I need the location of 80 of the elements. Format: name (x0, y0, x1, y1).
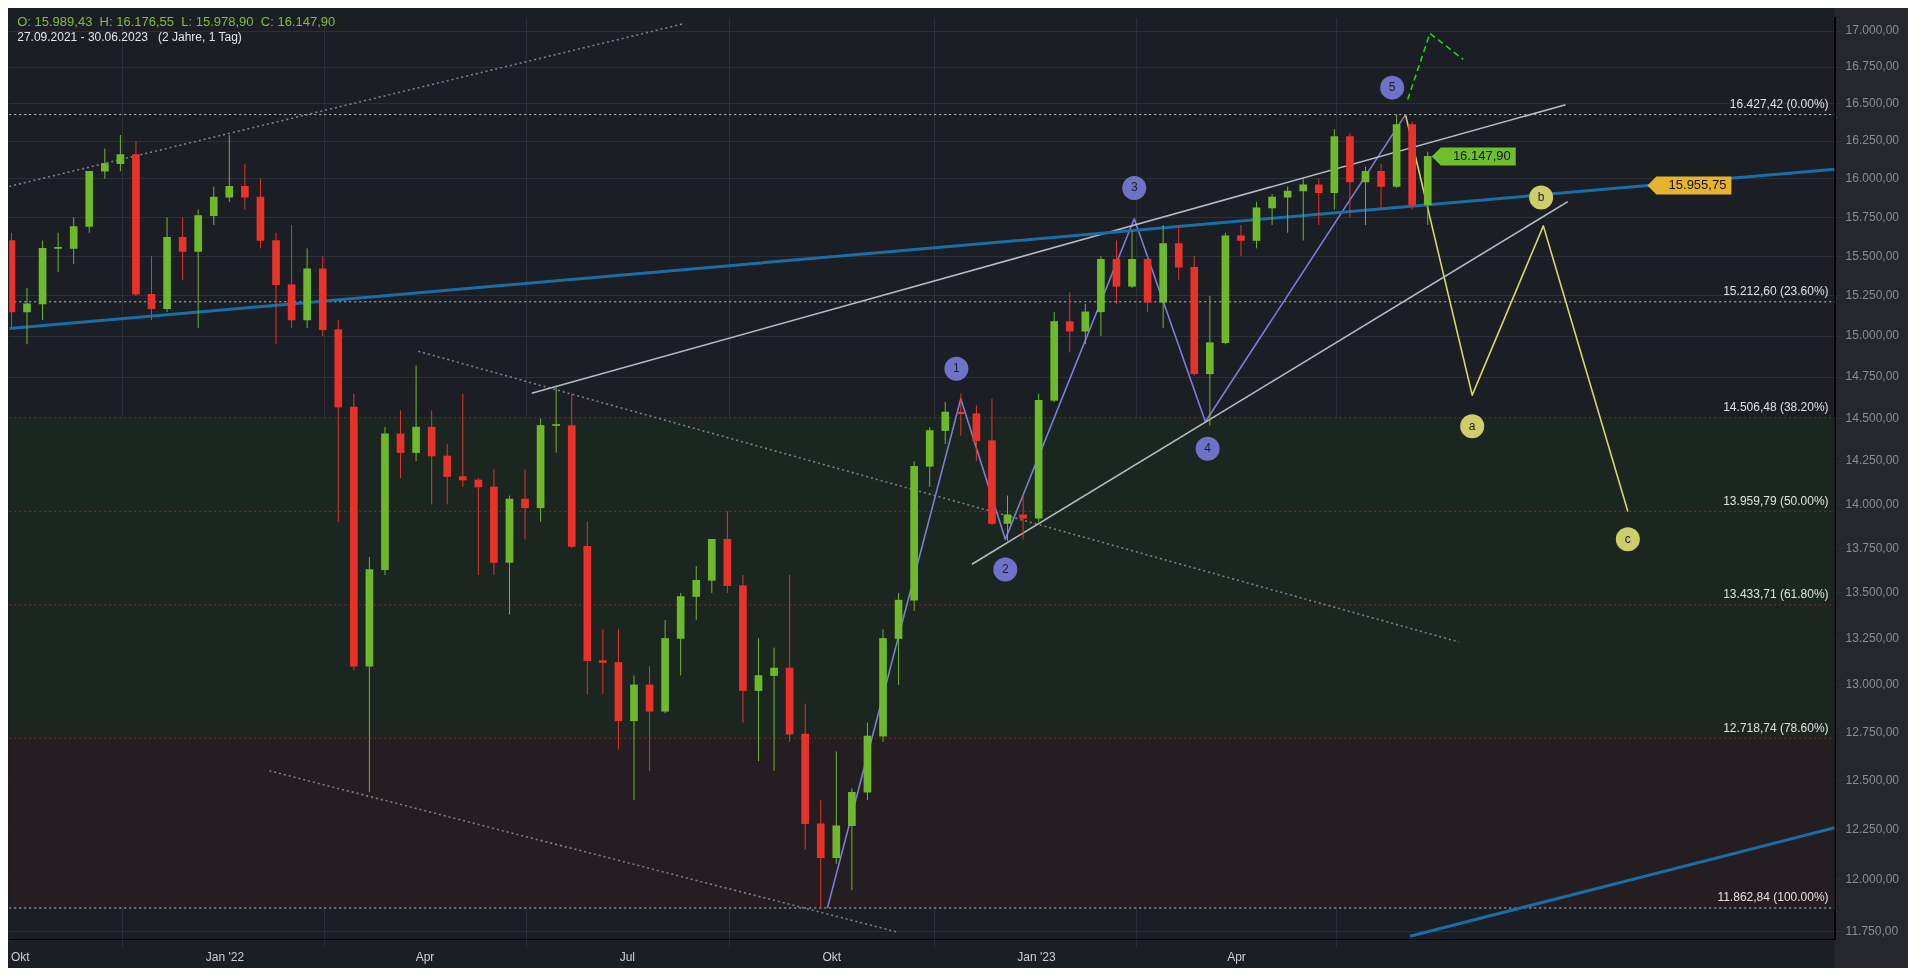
y-tick-label: 16.000,00 (1845, 171, 1900, 186)
ref-line-label: 13.433,71 (61.80%) (1723, 587, 1829, 602)
annotation: b (1537, 189, 1545, 204)
y-tick-label: 16.500,00 (1845, 96, 1900, 111)
x-tick-label: Jan '22 (205, 950, 245, 965)
annotation: 15.955,75 (1668, 177, 1727, 193)
y-tick-label: 17.000,00 (1845, 23, 1900, 38)
y-tick-label: 15.750,00 (1845, 209, 1900, 224)
candlestick (318, 255, 327, 337)
candlestick (194, 208, 203, 329)
y-tick-label: 15.250,00 (1845, 288, 1900, 303)
candlestick (801, 703, 810, 851)
y-tick-label: 15.500,00 (1845, 248, 1900, 263)
annotation: 5 (1388, 79, 1396, 94)
ref-line-label: 11.862,84 (100.00%) (1717, 890, 1829, 905)
candlestick (458, 393, 467, 488)
ref-line-label: 16.427,42 (0.00%) (1729, 96, 1829, 111)
x-tick-label: Jul (619, 950, 635, 965)
candlestick (334, 319, 343, 523)
x-tick-label: Apr (415, 950, 435, 965)
y-tick-label: 11.750,00 (1845, 923, 1899, 938)
y-tick-label: 12.500,00 (1845, 772, 1900, 787)
y-tick-label: 14.750,00 (1845, 369, 1900, 384)
candlestick (692, 565, 701, 621)
x-tick-label: Okt (11, 950, 31, 965)
candlestick (1050, 311, 1059, 403)
candlestick (69, 216, 78, 265)
annotation: c (1624, 531, 1631, 546)
candlestick (1206, 295, 1214, 426)
annotation: 3 (1130, 180, 1138, 195)
y-tick-label: 16.750,00 (1845, 59, 1900, 74)
y-tick-label: 13.500,00 (1845, 585, 1900, 600)
ref-line-label: 14.506,48 (38.20%) (1723, 399, 1829, 414)
y-tick-label: 16.250,00 (1845, 133, 1900, 148)
y-tick-label: 13.000,00 (1845, 677, 1900, 692)
candlestick (925, 426, 934, 488)
candlestick (832, 750, 841, 865)
candlestick (552, 384, 560, 454)
candlestick (1408, 121, 1416, 210)
candlestick (85, 170, 94, 234)
candlestick (54, 232, 62, 273)
candlestick (1159, 224, 1167, 329)
candlestick (816, 799, 825, 910)
annotation: a (1468, 418, 1476, 433)
y-tick-label: 12.250,00 (1845, 822, 1900, 837)
candlestick (350, 393, 358, 671)
candlestick (443, 443, 452, 505)
chart-title: O: 15.989,43 H: 16.176,55 L: 15.978,90 C: 16.147,90 (17, 13, 336, 29)
y-tick-label: 12.750,00 (1845, 724, 1900, 739)
ref-line-label: 12.718,74 (78.60%) (1723, 720, 1829, 735)
candlestick (100, 148, 109, 180)
candlestick (303, 247, 311, 329)
candlestick (599, 628, 607, 695)
y-tick-label: 15.000,00 (1845, 328, 1900, 343)
text: 27.09.2021 - 30.06.2023 (2 Jahre, 1 Tag) (17, 30, 242, 45)
candlestick (583, 521, 592, 695)
candlestick (676, 592, 685, 677)
candlestick (1065, 292, 1074, 353)
x-tick-label: Apr (1227, 950, 1246, 965)
y-tick-label: 13.250,00 (1845, 630, 1900, 645)
ref-line-label: 15.212,60 (23.60%) (1723, 284, 1829, 299)
annotation: 2 (1001, 561, 1009, 576)
ref-line-label: 13.959,79 (50.00%) (1723, 493, 1829, 508)
y-tick-label: 14.250,00 (1845, 453, 1900, 468)
annotation: 16.147,90 (1452, 147, 1511, 163)
candlestick (567, 393, 576, 549)
y-tick-label: 13.750,00 (1845, 540, 1900, 555)
candlestick (1174, 224, 1183, 281)
annotation: 4 (1204, 440, 1212, 455)
candlestick (209, 185, 218, 226)
candlestick (1190, 255, 1199, 376)
x-tick-label: Okt (822, 950, 842, 965)
y-tick-label: 12.000,00 (1845, 872, 1900, 887)
annotation: 1 (953, 361, 961, 376)
x-tick-label: Jan '23 (1017, 950, 1056, 965)
y-tick-label: 14.000,00 (1845, 496, 1900, 511)
candlestick (1019, 495, 1027, 540)
candlestick (707, 538, 716, 594)
y-tick-label: 14.500,00 (1845, 411, 1900, 426)
candlestick (941, 401, 950, 445)
